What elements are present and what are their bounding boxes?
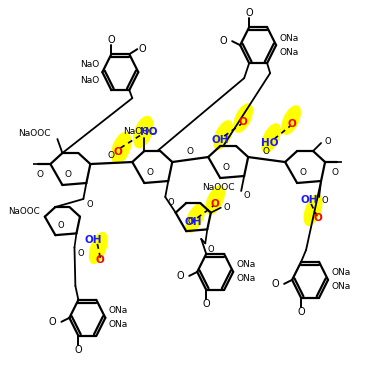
Text: O: O [322, 196, 328, 206]
Text: NaOOC: NaOOC [18, 129, 50, 138]
Text: O: O [288, 119, 297, 129]
Ellipse shape [261, 123, 281, 153]
Text: O: O [297, 307, 305, 317]
Text: OH: OH [184, 217, 202, 227]
Text: O: O [177, 271, 184, 281]
Text: O: O [332, 168, 339, 177]
Text: O: O [262, 147, 270, 156]
Text: ONa: ONa [236, 260, 255, 269]
Text: NaO: NaO [80, 76, 99, 85]
Text: OH: OH [211, 135, 229, 145]
Text: O: O [272, 279, 279, 289]
Text: O: O [96, 255, 105, 265]
Text: O: O [219, 36, 227, 46]
Text: O: O [37, 170, 44, 178]
Text: O: O [208, 245, 214, 254]
Text: O: O [77, 249, 84, 258]
Ellipse shape [205, 185, 225, 215]
Text: O: O [147, 168, 154, 177]
Text: ONa: ONa [108, 320, 128, 329]
Ellipse shape [304, 194, 322, 226]
Ellipse shape [89, 232, 108, 264]
Text: ONa: ONa [279, 34, 298, 43]
Text: O: O [108, 35, 115, 45]
Text: ONa: ONa [331, 282, 350, 291]
Ellipse shape [133, 116, 153, 148]
Text: HO: HO [261, 138, 279, 148]
Ellipse shape [281, 105, 301, 135]
Text: OH: OH [300, 195, 318, 205]
Text: NaOOC: NaOOC [8, 207, 40, 216]
Text: O: O [75, 345, 82, 355]
Ellipse shape [233, 103, 253, 133]
Text: O: O [202, 299, 210, 309]
Text: O: O [211, 199, 220, 209]
Text: ONa: ONa [108, 306, 128, 315]
Text: O: O [245, 8, 253, 18]
Text: ONa: ONa [236, 274, 255, 284]
Text: O: O [314, 213, 322, 223]
Text: HO: HO [140, 127, 157, 137]
Ellipse shape [111, 132, 132, 164]
Text: O: O [57, 222, 64, 231]
Text: O: O [325, 136, 332, 146]
Ellipse shape [213, 120, 233, 150]
Text: O: O [65, 170, 72, 178]
Text: ONa: ONa [331, 268, 350, 278]
Text: O: O [86, 201, 93, 210]
Ellipse shape [185, 203, 205, 233]
Text: O: O [244, 192, 250, 201]
Text: O: O [224, 203, 230, 212]
Text: ONa: ONa [279, 48, 298, 57]
Text: O: O [300, 168, 307, 177]
Text: NaO: NaO [80, 60, 99, 69]
Text: O: O [114, 147, 123, 157]
Text: O: O [187, 147, 194, 156]
Text: O: O [239, 117, 248, 127]
Text: O: O [223, 162, 230, 171]
Text: O: O [188, 217, 195, 226]
Text: O: O [138, 44, 146, 54]
Text: NaOOC: NaOOC [202, 183, 234, 192]
Text: OH: OH [85, 235, 102, 245]
Text: O: O [49, 317, 56, 327]
Text: O: O [168, 198, 175, 207]
Text: NaOOC: NaOOC [123, 127, 156, 136]
Text: O: O [108, 150, 115, 159]
